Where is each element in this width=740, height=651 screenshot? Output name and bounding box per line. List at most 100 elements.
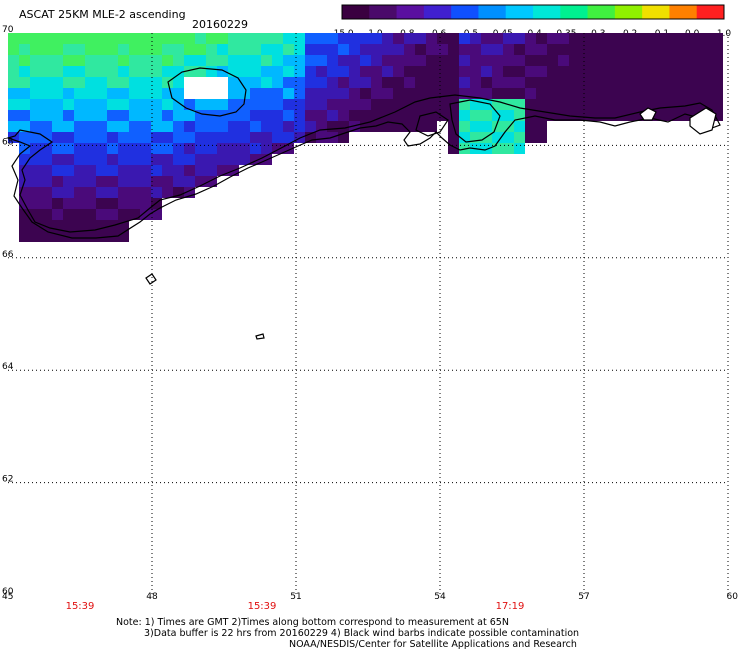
data-cell — [239, 55, 250, 66]
data-cell — [558, 66, 569, 77]
data-cell — [646, 33, 657, 44]
data-cell — [129, 209, 140, 220]
data-cell — [250, 88, 261, 99]
data-cell — [85, 55, 96, 66]
data-cell — [261, 143, 272, 154]
data-cell — [74, 198, 85, 209]
data-cell — [63, 99, 74, 110]
data-cell — [85, 77, 96, 88]
data-cell — [305, 55, 316, 66]
data-cell — [74, 220, 85, 231]
data-cell — [239, 154, 250, 165]
data-cell — [426, 66, 437, 77]
colorbar-swatch — [478, 5, 507, 19]
data-cell — [118, 209, 129, 220]
data-cell — [525, 77, 536, 88]
data-cell — [668, 44, 679, 55]
data-cell — [437, 88, 448, 99]
data-cell — [63, 77, 74, 88]
data-cell — [349, 55, 360, 66]
data-cell — [41, 77, 52, 88]
data-cell — [470, 33, 481, 44]
data-cell — [118, 44, 129, 55]
data-cell — [437, 55, 448, 66]
data-cell — [338, 121, 349, 132]
data-cell — [250, 154, 261, 165]
note-line-1: Note: 1) Times are GMT 2)Times along bot… — [116, 617, 509, 628]
data-cell — [250, 66, 261, 77]
data-cell — [437, 44, 448, 55]
data-cell — [580, 88, 591, 99]
data-cell — [470, 55, 481, 66]
data-cell — [129, 66, 140, 77]
data-cell — [591, 99, 602, 110]
data-cell — [96, 165, 107, 176]
data-cell — [613, 88, 624, 99]
data-cell — [514, 99, 525, 110]
data-cell — [547, 77, 558, 88]
data-cell — [30, 165, 41, 176]
data-cell — [52, 33, 63, 44]
data-cell — [173, 187, 184, 198]
data-cell — [30, 55, 41, 66]
data-cell — [569, 99, 580, 110]
data-cell — [129, 165, 140, 176]
data-cell — [404, 44, 415, 55]
pass-time-label: 17:19 — [496, 601, 525, 612]
data-cell — [349, 33, 360, 44]
data-cell — [316, 132, 327, 143]
data-cell — [19, 165, 30, 176]
data-cell — [349, 121, 360, 132]
data-cell — [349, 66, 360, 77]
data-cell — [470, 44, 481, 55]
data-cell — [162, 33, 173, 44]
data-cell — [459, 44, 470, 55]
data-cell — [19, 209, 30, 220]
data-cell — [338, 77, 349, 88]
data-cell — [294, 99, 305, 110]
data-cell — [448, 44, 459, 55]
data-cell — [558, 33, 569, 44]
data-cell — [371, 110, 382, 121]
data-cell — [162, 99, 173, 110]
data-cell — [415, 77, 426, 88]
data-cell — [19, 231, 30, 242]
lon-label: 60 — [727, 592, 739, 602]
data-cell — [41, 88, 52, 99]
data-cell — [8, 110, 19, 121]
data-cell — [261, 44, 272, 55]
data-cell — [184, 143, 195, 154]
data-cell — [239, 66, 250, 77]
data-cell — [239, 77, 250, 88]
data-cell — [52, 154, 63, 165]
data-cell — [492, 99, 503, 110]
data-cell — [316, 77, 327, 88]
data-cell — [217, 143, 228, 154]
lon-label: 48 — [146, 592, 158, 602]
data-cell — [74, 77, 85, 88]
data-cell — [393, 55, 404, 66]
data-cell — [85, 198, 96, 209]
data-cell — [283, 33, 294, 44]
lon-label: 45 — [2, 592, 13, 602]
data-cell — [580, 44, 591, 55]
data-cell — [52, 220, 63, 231]
data-cell — [481, 143, 492, 154]
data-cell — [536, 110, 547, 121]
data-cell — [316, 121, 327, 132]
data-cell — [162, 121, 173, 132]
data-cell — [118, 88, 129, 99]
data-cell — [74, 165, 85, 176]
data-cell — [118, 231, 129, 242]
data-cell — [85, 165, 96, 176]
data-cell — [316, 66, 327, 77]
data-cell — [184, 132, 195, 143]
data-cell — [536, 99, 547, 110]
data-cell — [712, 110, 723, 121]
data-cell — [19, 88, 30, 99]
data-cell — [272, 110, 283, 121]
data-cell — [525, 132, 536, 143]
data-cell — [536, 66, 547, 77]
data-cell — [107, 33, 118, 44]
data-cell — [305, 88, 316, 99]
